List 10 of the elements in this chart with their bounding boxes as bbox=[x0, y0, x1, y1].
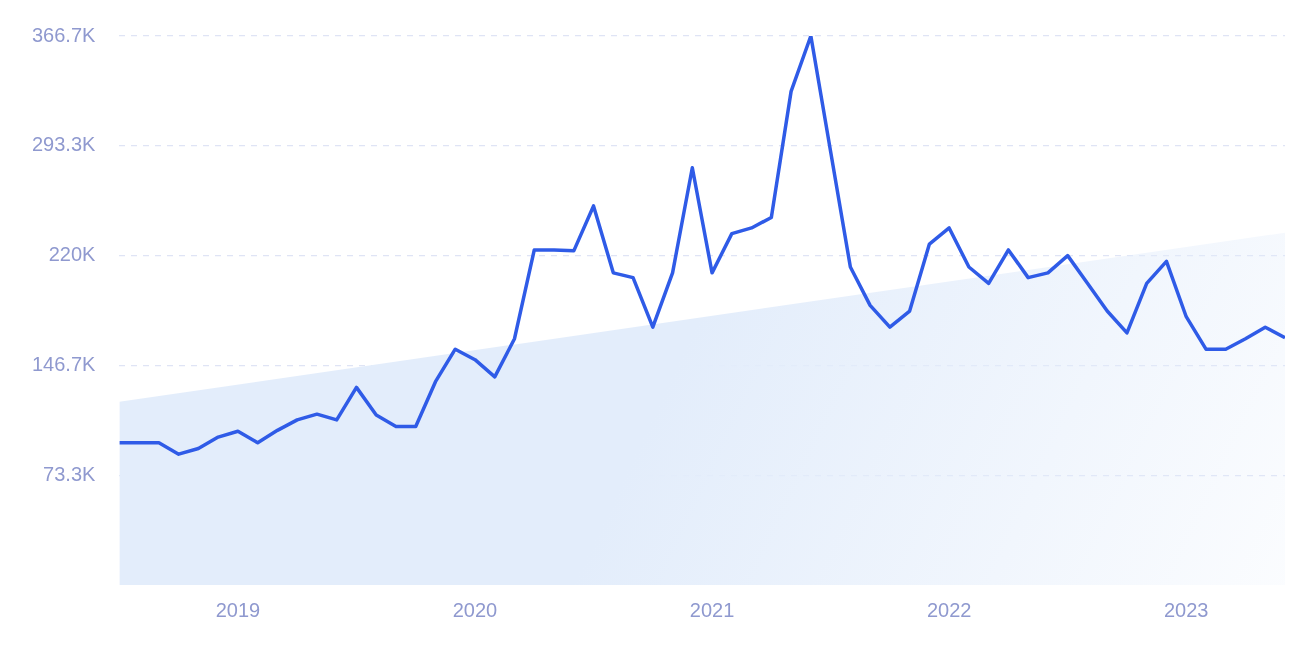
y-tick-label: 73.3K bbox=[43, 462, 97, 485]
y-tick-label: 293.3K bbox=[32, 133, 97, 156]
y-tick-label: 220K bbox=[48, 243, 97, 266]
x-tick-label: 2022 bbox=[926, 598, 972, 621]
x-tick-label: 2023 bbox=[1163, 598, 1209, 621]
x-tick-label: 2020 bbox=[452, 598, 498, 621]
y-tick-label: 146.7K bbox=[32, 352, 97, 375]
x-tick-label: 2019 bbox=[215, 598, 261, 621]
x-tick-label: 2021 bbox=[689, 598, 735, 621]
y-tick-label: 366.7K bbox=[32, 23, 97, 46]
